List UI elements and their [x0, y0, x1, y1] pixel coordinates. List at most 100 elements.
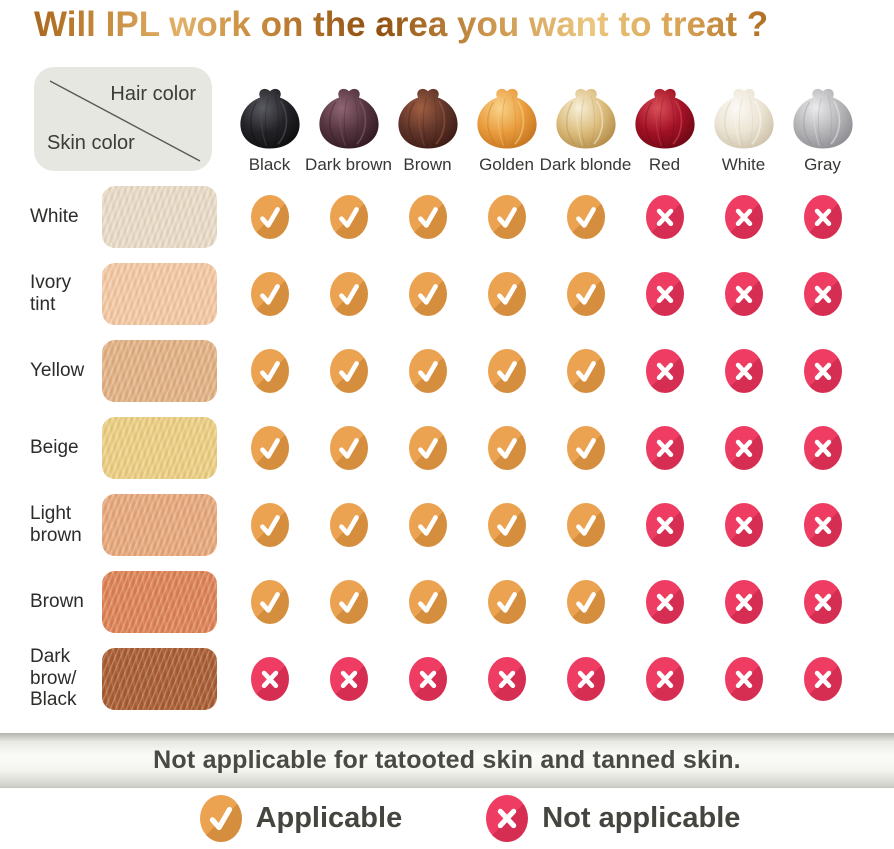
skin-swatch-white: [102, 185, 217, 248]
hair-column-gray: Gray: [783, 67, 862, 173]
applicable-check-icon: [408, 271, 447, 316]
not-applicable-x-icon: [645, 579, 684, 624]
hair-column-black: Black: [230, 67, 309, 173]
hair-column-golden: Golden: [467, 67, 546, 173]
table-row-brown: Brown: [0, 563, 894, 640]
applicable-check-icon: [250, 348, 289, 393]
not-applicable-x-icon: [724, 348, 763, 393]
applicable-check-icon: [329, 579, 368, 624]
hair-column-dark-brown: Dark brown: [305, 67, 392, 173]
applicable-check-icon: [329, 271, 368, 316]
legend-label-applicable: Applicable: [255, 801, 403, 834]
skin-label-light-brown: Light brown: [30, 503, 82, 546]
applicable-check-icon: [487, 579, 526, 624]
applicable-check-icon: [408, 425, 447, 470]
not-applicable-x-icon: [803, 656, 842, 701]
not-applicable-x-icon: [250, 656, 289, 701]
hair-swatch-brown: [392, 85, 464, 153]
table-row-beige: Beige: [0, 409, 894, 486]
applicable-check-icon: [487, 271, 526, 316]
not-applicable-x-icon: [645, 194, 684, 239]
not-applicable-x-icon: [724, 656, 763, 701]
hair-label-gray: Gray: [804, 155, 841, 174]
applicable-check-icon: [250, 271, 289, 316]
applicable-check-icon: [566, 194, 605, 239]
not-applicable-x-icon: [645, 656, 684, 701]
hair-label-dark-brown: Dark brown: [305, 155, 392, 174]
table-rows: White Ivory tint Yellow Beige Light brown Bro…: [0, 178, 894, 717]
applicable-check-icon: [329, 425, 368, 470]
applicable-check-icon-legend: [199, 794, 242, 842]
hair-label-black: Black: [248, 155, 291, 174]
applicable-check-icon: [566, 348, 605, 393]
not-applicable-x-icon: [408, 656, 447, 701]
applicable-check-icon: [566, 425, 605, 470]
corner-hair-color-label: Hair color: [110, 83, 196, 105]
legend-label-not-applicable: Not applicable: [542, 801, 741, 834]
not-applicable-x-icon: [803, 194, 842, 239]
skin-swatch-light-brown: [102, 493, 217, 556]
not-applicable-x-icon: [645, 271, 684, 316]
applicable-check-icon: [487, 348, 526, 393]
hair-label-brown: Brown: [403, 155, 452, 174]
applicable-check-icon: [329, 502, 368, 547]
applicable-check-icon: [408, 579, 447, 624]
hair-label-golden: Golden: [479, 155, 534, 174]
applicable-check-icon: [329, 348, 368, 393]
hair-label-dark-blonde: Dark blonde: [539, 155, 632, 174]
hair-column-brown: Brown: [388, 67, 467, 173]
skin-swatch-beige: [102, 416, 217, 479]
applicable-check-icon: [329, 194, 368, 239]
not-applicable-x-icon: [803, 271, 842, 316]
not-applicable-x-icon: [724, 502, 763, 547]
legend: Applicable Not applicable: [0, 788, 894, 844]
legend-item-applicable: Applicable: [199, 794, 403, 842]
hair-label-white: White: [721, 155, 766, 174]
footnote-text: Not applicable for tatooted skin and tan…: [153, 746, 741, 774]
hair-column-white: White: [704, 67, 783, 173]
skin-label-beige: Beige: [30, 436, 79, 458]
applicable-check-icon: [408, 502, 447, 547]
not-applicable-x-icon: [803, 579, 842, 624]
table-row-white: White: [0, 178, 894, 255]
not-applicable-x-icon: [645, 425, 684, 470]
skin-label-brown: Brown: [30, 590, 84, 612]
skin-swatch-yellow: [102, 339, 217, 402]
applicable-check-icon: [250, 579, 289, 624]
not-applicable-x-icon: [724, 271, 763, 316]
skin-label-dark-brow-black: Dark brow/ Black: [30, 646, 77, 711]
not-applicable-x-icon: [724, 579, 763, 624]
not-applicable-x-icon: [487, 656, 526, 701]
hair-swatch-dark-brown: [313, 85, 385, 153]
not-applicable-x-icon-legend: [486, 794, 529, 842]
page-title: Will IPL work on the area you want to tr…: [0, 0, 894, 45]
hair-swatch-white: [708, 85, 780, 153]
applicable-check-icon: [566, 271, 605, 316]
skin-label-yellow: Yellow: [30, 359, 85, 381]
skin-swatch-dark-brow-black: [102, 647, 217, 710]
table-row-light-brown: Light brown: [0, 486, 894, 563]
not-applicable-x-icon: [803, 425, 842, 470]
hair-swatch-red: [629, 85, 701, 153]
skin-label-ivory-tint: Ivory tint: [30, 272, 72, 315]
applicable-check-icon: [408, 348, 447, 393]
compatibility-table: Hair color Skin color Black Dark brown: [0, 67, 894, 717]
not-applicable-x-icon: [566, 656, 605, 701]
table-row-dark-brow-black: Dark brow/ Black: [0, 640, 894, 717]
not-applicable-x-icon: [724, 425, 763, 470]
not-applicable-x-icon: [803, 502, 842, 547]
skin-swatch-brown: [102, 570, 217, 633]
applicable-check-icon: [566, 502, 605, 547]
applicable-check-icon: [408, 194, 447, 239]
diagonal-divider-line: [49, 80, 201, 162]
applicable-check-icon: [487, 425, 526, 470]
applicable-check-icon: [487, 194, 526, 239]
hair-swatch-black: [234, 85, 306, 153]
table-row-yellow: Yellow: [0, 332, 894, 409]
legend-item-not-applicable: Not applicable: [486, 794, 741, 842]
not-applicable-x-icon: [645, 348, 684, 393]
table-row-ivory-tint: Ivory tint: [0, 255, 894, 332]
hair-label-red: Red: [648, 155, 681, 174]
corner-cell: Hair color Skin color: [34, 67, 212, 171]
